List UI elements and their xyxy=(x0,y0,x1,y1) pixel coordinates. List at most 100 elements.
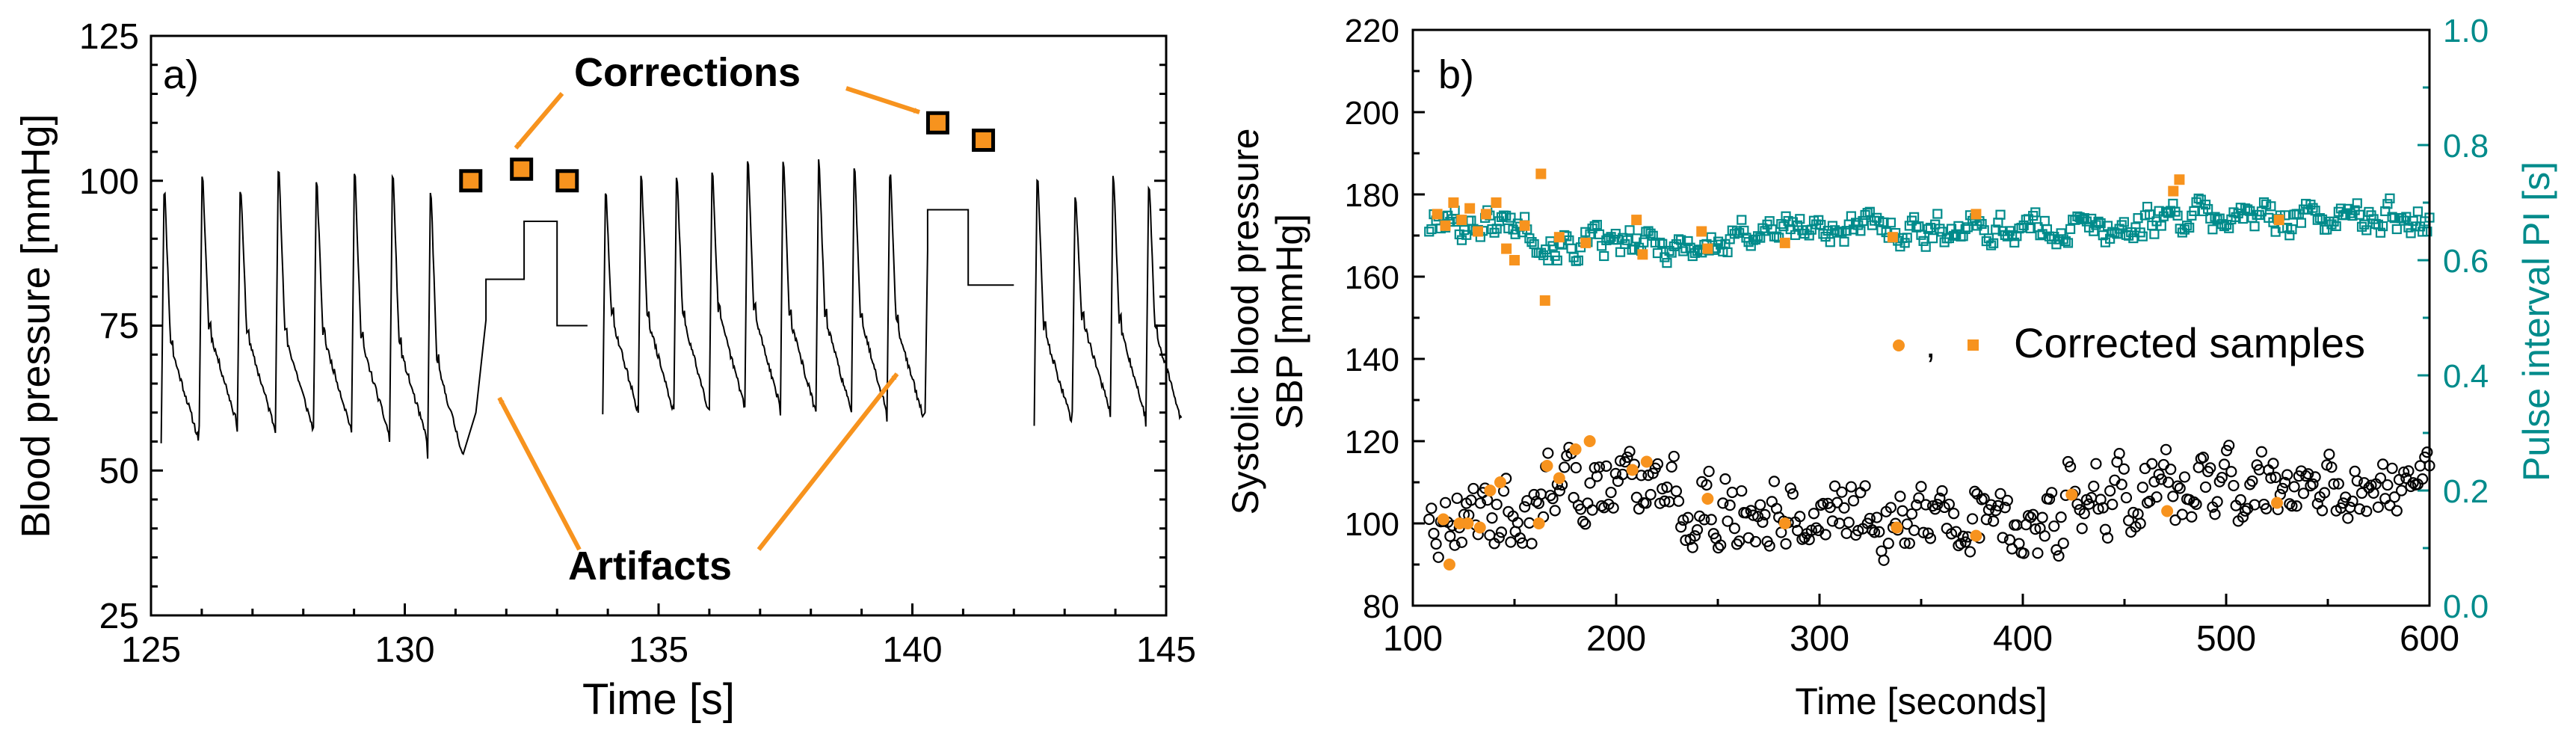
sbp-point xyxy=(2307,478,2319,490)
pi-point xyxy=(1648,230,1658,241)
corrected-pi-point xyxy=(1779,237,1790,248)
blood-pressure-trace-segment xyxy=(1033,176,1183,427)
pi-point xyxy=(2060,236,2071,247)
panel-a-xtick-label: 135 xyxy=(629,630,688,670)
sbp-point xyxy=(1444,530,1456,542)
pi-point xyxy=(2009,237,2020,247)
sbp-point xyxy=(2281,469,2293,481)
sbp-point xyxy=(2309,471,2321,483)
sbp-point xyxy=(2057,538,2069,550)
panel-b-y2tick-label: 0.4 xyxy=(2443,358,2489,395)
sbp-point xyxy=(2204,462,2216,474)
panel-b-ytick-label: 120 xyxy=(1345,424,1399,461)
pi-point xyxy=(2284,230,2295,241)
sbp-point xyxy=(1645,488,1657,501)
sbp-point xyxy=(1559,461,1571,473)
sbp-point xyxy=(2278,476,2291,488)
pi-point xyxy=(1995,209,2006,220)
sbp-point xyxy=(1831,496,1843,508)
corrected-pi-point xyxy=(1464,203,1476,214)
sbp-point xyxy=(2163,476,2175,488)
sbp-point xyxy=(2101,532,2114,544)
corrected-samples-series xyxy=(1432,168,2284,571)
sbp-point xyxy=(2167,491,2179,502)
sbp-point xyxy=(1449,539,1461,551)
sbp-point xyxy=(2078,508,2090,520)
sbp-point xyxy=(1493,532,1505,544)
pi-point xyxy=(2314,213,2325,224)
panel-b-ytick-label: 140 xyxy=(1345,342,1399,378)
sbp-point xyxy=(2228,479,2240,492)
pi-point xyxy=(1737,215,1747,225)
sbp-point xyxy=(2127,506,2139,519)
sbp-point xyxy=(1908,524,1920,536)
sbp-point xyxy=(1640,497,1652,509)
corrected-pi-point xyxy=(1519,220,1530,231)
sbp-point xyxy=(2261,502,2273,514)
panel-b-y2tick-label: 0.2 xyxy=(2443,473,2489,510)
sbp-point xyxy=(2118,463,2130,475)
sbp-point xyxy=(2160,443,2172,455)
corrected-sbp-point xyxy=(1473,521,1486,534)
pi-point xyxy=(1918,236,1929,246)
pi-point xyxy=(1466,215,1476,226)
corrected-pi-point xyxy=(1637,249,1648,260)
pi-point xyxy=(1816,220,1826,230)
sbp-point xyxy=(2407,477,2419,489)
panel-b-ytick-label: 100 xyxy=(1345,506,1399,543)
pi-point xyxy=(2156,221,2166,231)
corrected-sbp-point xyxy=(1461,517,1474,529)
sbp-point xyxy=(1847,495,1860,507)
sbp-point xyxy=(2403,465,2415,477)
pi-point xyxy=(1953,221,1964,231)
sbp-point xyxy=(2169,514,2181,526)
sbp-point xyxy=(1810,522,1822,534)
pi-point xyxy=(1657,239,1668,249)
sbp-point xyxy=(1570,461,1582,474)
corrected-pi-point xyxy=(1456,215,1467,226)
sbp-point xyxy=(1486,512,1498,524)
correction-marker xyxy=(459,169,483,193)
sbp-point xyxy=(1580,518,1591,530)
pi-point xyxy=(1976,218,1987,230)
pi-point xyxy=(1839,236,1849,247)
pi-point xyxy=(2181,221,2193,231)
sbp-point xyxy=(1899,537,1911,549)
sbp-point xyxy=(2286,500,2298,512)
sbp-point xyxy=(2209,508,2221,520)
pi-point xyxy=(1927,233,1938,244)
sbp-point xyxy=(1715,539,1727,551)
pi-point xyxy=(2375,227,2386,238)
sbp-point xyxy=(1915,481,1927,493)
corrected-pi-point xyxy=(2168,185,2179,197)
sbp-point xyxy=(2036,511,2048,523)
pi-point xyxy=(2128,233,2139,244)
sbp-point xyxy=(1535,488,1547,500)
corrected-sbp-point xyxy=(1484,485,1497,496)
sbp-point xyxy=(2139,462,2151,475)
sbp-point xyxy=(2199,481,2212,494)
sbp-point xyxy=(2083,498,2095,510)
sbp-point xyxy=(1838,502,1850,514)
panel-b-y2-axis-label: Pulse interval PI [s] xyxy=(2515,162,2557,482)
sbp-point xyxy=(2218,458,2231,470)
sbp-point xyxy=(1964,546,1976,558)
sbp-point xyxy=(2270,471,2281,483)
sbp-point xyxy=(1780,538,1792,550)
pi-point xyxy=(1713,236,1724,247)
sbp-point xyxy=(2165,464,2177,476)
sbp-point xyxy=(1932,499,1944,511)
panel-a-xtick-label: 130 xyxy=(375,630,434,670)
sbp-point xyxy=(1528,488,1540,501)
sbp-point xyxy=(1992,499,2004,512)
corrected-sbp-point xyxy=(1891,521,1903,534)
sbp-point xyxy=(1787,488,1799,500)
sbp-point xyxy=(1728,523,1741,535)
panel-b-ytick-label: 200 xyxy=(1345,95,1399,132)
sbp-point xyxy=(1512,517,1523,529)
sbp-point xyxy=(2032,547,2044,559)
sbp-point xyxy=(2347,495,2358,507)
sbp-point xyxy=(1426,502,1438,514)
sbp-point xyxy=(1957,530,1969,542)
